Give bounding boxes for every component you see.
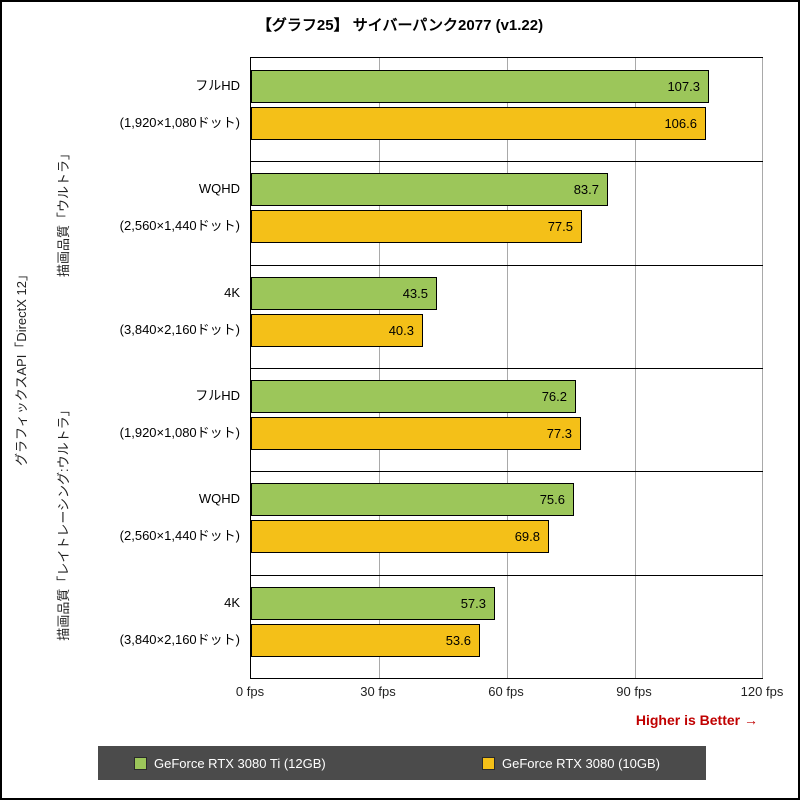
axis-api-label: グラフィックスAPI「DirectX 12」 [14,268,29,466]
x-tick-label: 30 fps [360,684,396,699]
bar-series2: 77.5 [251,210,582,243]
bar-series2: 77.3 [251,417,581,450]
bar-value-label: 83.7 [573,182,599,197]
bar-value-label: 75.6 [539,492,565,507]
row-separator [251,161,763,162]
bar-value-label: 77.5 [547,219,573,234]
group-label: 描画品質「ウルトラ」 [56,147,71,278]
category-name: 4K [224,285,240,300]
category-resolution: (1,920×1,080ドット) [119,425,240,440]
bar-series1: 107.3 [251,70,709,103]
legend: GeForce RTX 3080 Ti (12GB) GeForce RTX 30… [98,746,706,780]
bar-series1: 83.7 [251,173,608,206]
legend-entry: GeForce RTX 3080 (10GB) [482,746,660,780]
category-resolution: (3,840×2,160ドット) [119,632,240,647]
row-separator [251,368,763,369]
category-resolution: (1,920×1,080ドット) [119,115,240,130]
bar-series2: 40.3 [251,314,423,347]
bar-value-label: 43.5 [402,286,428,301]
bar-value-label: 40.3 [388,323,414,338]
row-separator [251,471,763,472]
category-resolution: (2,560×1,440ドット) [119,528,240,543]
legend-swatch-icon [134,756,147,770]
category-name: 4K [224,595,240,610]
legend-series-name: GeForce RTX 3080 Ti (12GB) [154,755,326,771]
x-tick-label: 60 fps [488,684,524,699]
bar-value-label: 77.3 [546,426,572,441]
bar-series2: 106.6 [251,107,706,140]
legend-series-name: GeForce RTX 3080 (10GB) [502,755,660,771]
bar-series1: 76.2 [251,380,576,413]
bar-series2: 53.6 [251,624,480,657]
bar-value-label: 53.6 [445,633,471,648]
higher-is-better-note: Higher is Better → [635,712,758,728]
x-tick-label: 120 fps [740,684,784,699]
bar-value-label: 106.6 [664,116,697,131]
category-name: WQHD [198,491,240,506]
category-resolution: (3,840×2,160ドット) [119,322,240,337]
bar-series1: 43.5 [251,277,437,310]
category-resolution: (2,560×1,440ドット) [119,218,240,233]
plot-area: 107.3 106.6 83.7 77.5 43.5 40.3 76.2 77.3 75.6 69… [250,57,763,679]
x-tick-label: 0 fps [235,684,265,699]
chart-title: 【グラフ25】 サイバーパンク2077 (v1.22) [256,17,544,34]
bar-value-label: 69.8 [514,529,540,544]
category-name: WQHD [198,181,240,196]
x-tick-label: 90 fps [616,684,652,699]
bar-value-label: 57.3 [460,596,486,611]
category-name: フルHD [195,388,240,403]
legend-entry: GeForce RTX 3080 Ti (12GB) [134,746,326,780]
bar-series1: 57.3 [251,587,495,620]
legend-swatch-icon [482,756,495,770]
bar-value-label: 107.3 [667,79,700,94]
bar-series1: 75.6 [251,483,574,516]
bar-series2: 69.8 [251,520,549,553]
bar-value-label: 76.2 [541,389,567,404]
row-separator [251,575,763,576]
category-name: フルHD [195,78,240,93]
row-separator [251,265,763,266]
group-label: 描画品質「レイトレーシング:ウルトラ」 [56,403,71,641]
